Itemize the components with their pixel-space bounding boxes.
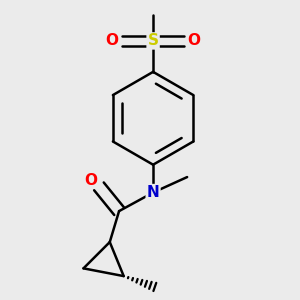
Text: N: N <box>147 185 160 200</box>
Text: S: S <box>148 33 159 48</box>
Text: O: O <box>188 33 201 48</box>
Text: O: O <box>106 33 118 48</box>
Text: O: O <box>84 173 97 188</box>
